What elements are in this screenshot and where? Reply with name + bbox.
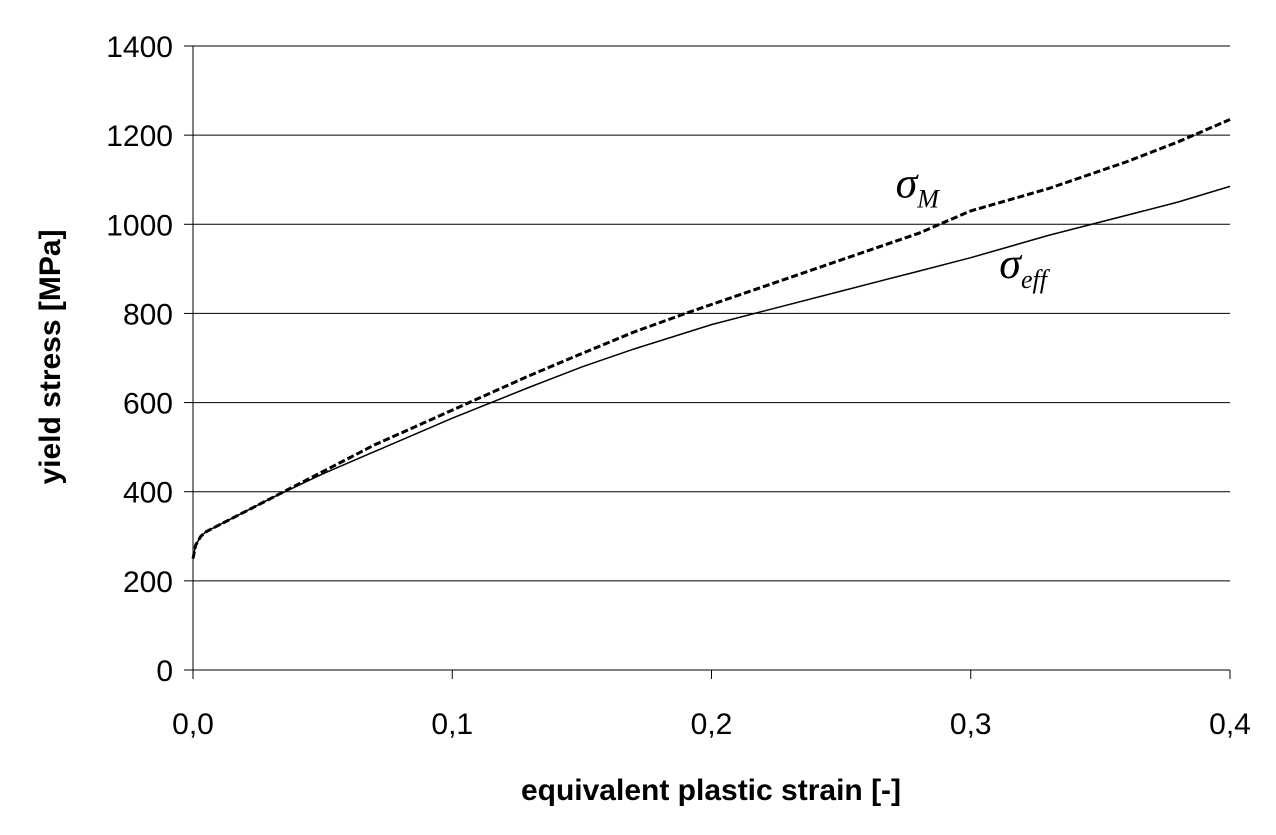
x-tick-label: 0,4 bbox=[1209, 708, 1251, 741]
series-line-sigma-m bbox=[191, 118, 1231, 559]
x-axis-title: equivalent plastic strain [-] bbox=[521, 774, 901, 807]
y-tick-label: 1400 bbox=[106, 31, 173, 64]
axes bbox=[184, 45, 1231, 679]
sigma-m-label: σM bbox=[896, 159, 941, 214]
x-tick-label: 0,2 bbox=[691, 708, 733, 741]
y-tick-label: 400 bbox=[123, 477, 173, 510]
series-labels: σM σeff bbox=[896, 159, 1051, 294]
x-tick-labels: 0,0 0,1 0,2 0,3 0,4 bbox=[172, 708, 1251, 741]
x-tick-label: 0,3 bbox=[950, 708, 992, 741]
y-tick-labels: 0 200 400 600 800 1000 1200 1400 bbox=[106, 31, 173, 688]
x-tick-label: 0,0 bbox=[172, 708, 214, 741]
y-axis-title: yield stress [MPa] bbox=[34, 229, 67, 484]
x-tick-label: 0,1 bbox=[431, 708, 473, 741]
y-tick-label: 200 bbox=[123, 566, 173, 599]
y-tick-label: 600 bbox=[123, 388, 173, 421]
y-tick-label: 1000 bbox=[106, 209, 173, 242]
gridlines bbox=[193, 45, 1230, 582]
series-lines bbox=[191, 118, 1231, 559]
series-line-sigma-eff bbox=[192, 185, 1231, 559]
y-tick-label: 1200 bbox=[106, 120, 173, 153]
y-tick-label: 800 bbox=[123, 298, 173, 331]
y-tick-label: 0 bbox=[156, 655, 173, 688]
sigma-eff-label: σeff bbox=[999, 239, 1050, 294]
